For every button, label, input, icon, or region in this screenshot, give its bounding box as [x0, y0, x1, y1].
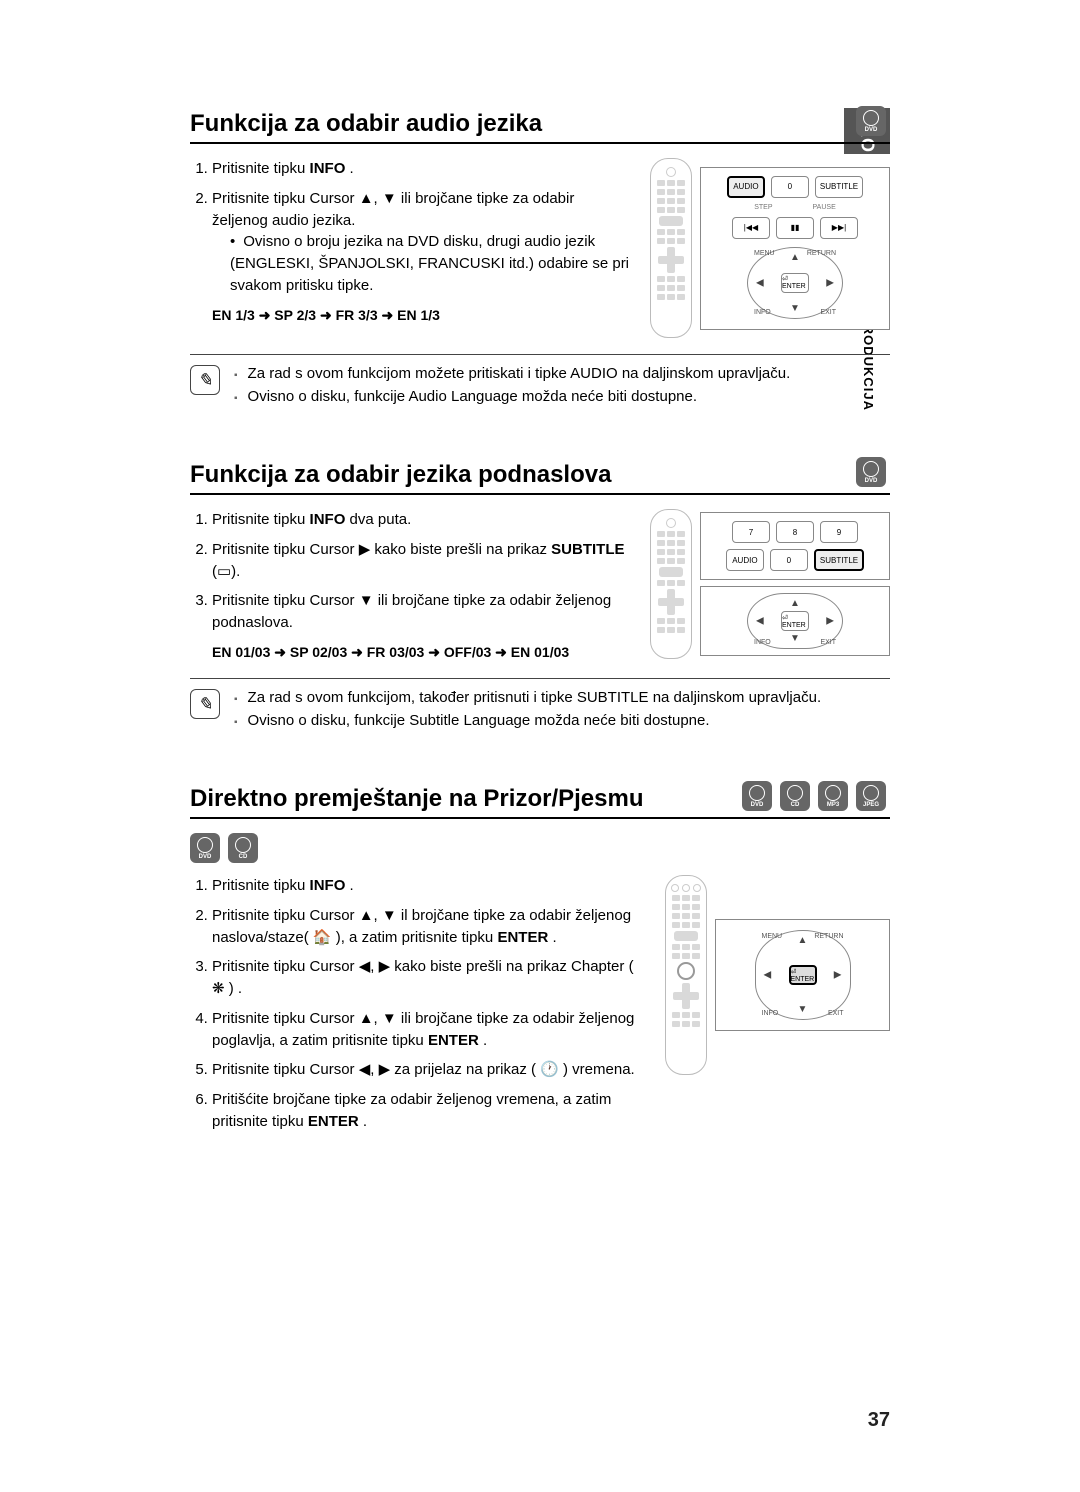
page-number: 37: [868, 1409, 890, 1432]
audio-button: AUDIO: [727, 176, 765, 198]
section-audio: DVD Funkcija za odabir audio jezika Prit…: [190, 110, 890, 411]
dvd-badge: DVD: [856, 106, 886, 136]
notes-subtitle: ✎ Za rad s ovom funkcijom, također priti…: [190, 678, 890, 735]
dvd-badge: DVD: [742, 781, 772, 811]
section-subtitle: DVD Funkcija za odabir jezika podnaslova…: [190, 461, 890, 735]
zero-button: 0: [770, 549, 808, 571]
steps-scene: Pritisnite tipku INFO . Pritisnite tipku…: [190, 875, 647, 1133]
jpeg-badge: JPEG: [856, 781, 886, 811]
steps-subtitle: Pritisnite tipku INFO dva puta. Pritisni…: [190, 509, 632, 634]
remote-illustration-scene: MENU RETURN ▲ ▼ ◀ ▶ ⏎ ENTER INFO EXIT: [665, 875, 890, 1075]
dvd-badge: DVD: [856, 457, 886, 487]
sequence-subtitle: EN 01/03 ➜ SP 02/03 ➜ FR 03/03 ➜ OFF/03 …: [190, 642, 632, 662]
prev-button: |◀◀: [732, 217, 770, 239]
mp3-badge: MP3: [818, 781, 848, 811]
next-button: ▶▶|: [820, 217, 858, 239]
subtitle-button: SUBTITLE: [814, 549, 864, 571]
remote-illustration-subtitle: 7 8 9 AUDIO 0 SUBTITLE ▲ ▼: [650, 509, 890, 659]
remote-illustration-audio: AUDIO 0 SUBTITLE STEP PAUSE |◀◀ ▮▮ ▶▶|: [650, 158, 890, 338]
dvd-badge: DVD: [190, 833, 220, 863]
dpad-audio: MENU RETURN ▲ ▼ ◀ ▶ ⏎ ENTER INFO EXIT: [747, 247, 843, 319]
cd-badge: CD: [228, 833, 258, 863]
pause-button: ▮▮: [776, 217, 814, 239]
steps-audio: Pritisnite tipku INFO . Pritisnite tipku…: [190, 158, 632, 297]
dpad-scene: MENU RETURN ▲ ▼ ◀ ▶ ⏎ ENTER INFO EXIT: [755, 930, 851, 1020]
cd-badge: CD: [780, 781, 810, 811]
section-title-subtitle: Funkcija za odabir jezika podnaslova: [190, 461, 890, 495]
zero-button: 0: [771, 176, 809, 198]
sequence-audio: EN 1/3 ➜ SP 2/3 ➜ FR 3/3 ➜ EN 1/3: [190, 305, 632, 325]
note-icon: ✎: [190, 689, 220, 719]
dpad-subtitle: ▲ ▼ ◀ ▶ ⏎ ENTER INFO EXIT: [747, 593, 843, 649]
section-scene: DVD CD MP3 JPEG Direktno premještanje na…: [190, 785, 890, 1141]
notes-audio: ✎ Za rad s ovom funkcijom možete pritisk…: [190, 354, 890, 411]
section-title-audio: Funkcija za odabir audio jezika: [190, 110, 890, 144]
subtitle-button: SUBTITLE: [815, 176, 863, 198]
audio-button: AUDIO: [726, 549, 764, 571]
note-icon: ✎: [190, 365, 220, 395]
